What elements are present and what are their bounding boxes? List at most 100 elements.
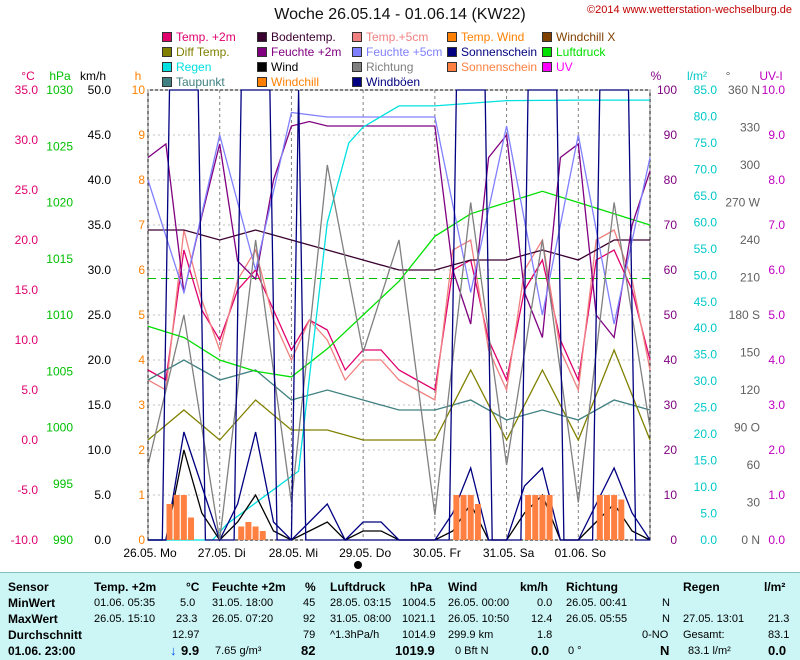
legend-item: Windchill (257, 75, 319, 89)
max-temp-time: 26.05. 15:10 (94, 613, 156, 625)
current-hum-value: 82 (301, 643, 316, 658)
series-line (147, 229, 651, 402)
arrow-down-icon: ↓ (170, 643, 177, 658)
header-pressure-unit: hPa (410, 580, 433, 594)
humidity-axis-tick: 60 (664, 263, 678, 277)
sunshine-bar (188, 517, 195, 540)
series-line (147, 164, 651, 541)
direction-axis-unit: ° (726, 69, 731, 83)
series-line (148, 99, 650, 541)
row-max-label: MaxWert (8, 612, 58, 626)
pressure-axis-tick: 1020 (46, 196, 73, 210)
temp-axis-tick: 15.0 (15, 283, 39, 297)
sunshine-bar (603, 495, 610, 540)
avg-dir-value: 0-NO (642, 629, 669, 641)
legend-label: Luftdruck (556, 45, 606, 59)
sunshine-bar (596, 495, 603, 540)
legend-label: Regen (176, 60, 212, 74)
sunshine-bar (173, 495, 180, 540)
rain-axis-tick: 20.0 (694, 427, 718, 441)
avg-rain-value: 83.1 (768, 629, 790, 641)
legend-swatch (352, 62, 362, 72)
min-temp-value: 5.0 (180, 597, 196, 609)
min-press-value: 1004.5 (402, 597, 436, 609)
x-tick-label: 30.05. Fr (413, 546, 461, 560)
uv-axis-tick: 5.0 (768, 308, 785, 322)
legend-item: Wind (257, 60, 298, 74)
pressure-axis-tick: 995 (53, 477, 73, 491)
legend-swatch (257, 62, 267, 72)
min-hum-value: 45 (303, 597, 316, 609)
series-line (148, 229, 650, 271)
sunshine-bar (166, 504, 173, 540)
legend-swatch (447, 47, 457, 57)
sunhours-axis-tick: 2 (138, 443, 145, 457)
rain-axis-tick: 75.0 (694, 136, 718, 150)
legend-item: Windchill X (542, 30, 615, 44)
legend-label: UV (556, 60, 573, 74)
legend-label: Taupunkt (176, 75, 225, 89)
sunshine-bar (611, 495, 618, 540)
sunshine-bar (238, 526, 245, 540)
sunshine-bar (252, 526, 259, 540)
direction-axis-tick: 300 (740, 158, 760, 172)
direction-axis-tick: 270 W (725, 196, 760, 210)
rain-axis-tick: 45.0 (694, 295, 718, 309)
legend-item: Richtung (352, 60, 413, 74)
x-tick-label: 28.05. Mi (269, 546, 318, 560)
header-direction: Richtung (566, 580, 618, 594)
humidity-axis-tick: 50 (664, 308, 678, 322)
sunhours-axis-tick: 7 (138, 218, 145, 232)
sunshine-bar (460, 495, 467, 540)
max-hum-time: 26.05. 07:20 (212, 613, 274, 625)
pressure-axis-tick: 990 (53, 533, 73, 547)
pressure-axis-tick: 1010 (46, 308, 73, 322)
wind-axis-tick: 25.0 (88, 308, 112, 322)
current-rain-total: 83.1 l/m² (688, 645, 731, 657)
legend-swatch (162, 47, 172, 57)
legend-item: Luftdruck (542, 45, 605, 59)
sunhours-axis-tick: 4 (138, 353, 145, 367)
legend-item: Feuchte +5cm (352, 45, 442, 59)
legend-label: Sonnenschein (461, 45, 538, 59)
legend-swatch (257, 32, 267, 42)
rain-axis-tick: 0.0 (700, 533, 717, 547)
direction-axis-tick: 210 (740, 271, 760, 285)
sunhours-axis-tick: 9 (138, 128, 145, 142)
temp-axis-tick: 25.0 (15, 183, 39, 197)
legend-item: Feuchte +2m (257, 45, 341, 59)
max-rain-value: 21.3 (768, 613, 790, 625)
wind-axis-unit: km/h (80, 69, 106, 83)
header-humidity: Feuchte +2m (212, 580, 286, 594)
temp-axis-tick: 0.0 (21, 433, 38, 447)
temp-axis-tick: 20.0 (15, 233, 39, 247)
humidity-axis-tick: 100 (657, 83, 677, 97)
legend-label: Bodentemp. (271, 30, 336, 44)
pressure-axis-tick: 1030 (46, 83, 73, 97)
uv-axis-tick: 7.0 (768, 218, 785, 232)
uv-axis-unit: UV-I (759, 69, 782, 83)
direction-axis-tick: 240 (740, 233, 760, 247)
legend-swatch (352, 47, 362, 57)
humidity-axis-tick: 40 (664, 353, 678, 367)
sunshine-bar (180, 495, 187, 540)
min-press-time: 28.05. 03:15 (330, 597, 392, 609)
max-dir-time: 26.05. 05:55 (566, 613, 628, 625)
pressure-axis-tick: 1000 (46, 421, 73, 435)
wind-axis-tick: 40.0 (88, 173, 112, 187)
copyright-text: ©2014 www.wetterstation-wechselburg.de (587, 4, 792, 16)
min-dir-time: 26.05. 00:41 (566, 597, 628, 609)
header-humidity-unit: % (305, 580, 316, 594)
sunhours-axis-tick: 3 (138, 398, 145, 412)
legend-swatch (162, 62, 172, 72)
legend-swatch (542, 32, 552, 42)
min-hum-time: 31.05. 18:00 (212, 597, 274, 609)
humidity-axis-tick: 10 (664, 488, 678, 502)
wind-axis-tick: 15.0 (88, 398, 112, 412)
rain-axis-tick: 40.0 (694, 321, 718, 335)
legend-swatch (162, 32, 172, 42)
header-sensor: Sensor (8, 580, 49, 594)
uv-axis-tick: 9.0 (768, 128, 785, 142)
x-tick-label: 27.05. Di (198, 546, 246, 560)
pressure-axis-tick: 1025 (46, 139, 73, 153)
